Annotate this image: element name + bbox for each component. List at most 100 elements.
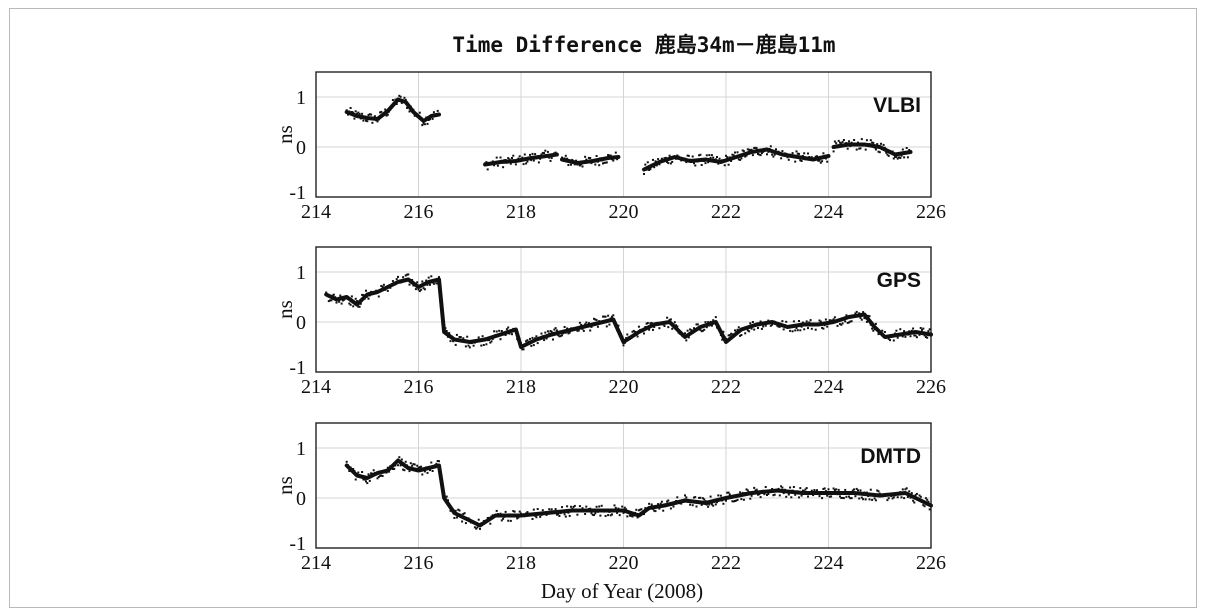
data-point [886, 499, 889, 502]
data-point [828, 319, 831, 322]
data-point [430, 115, 433, 118]
data-point [431, 470, 434, 472]
data-point [740, 334, 743, 336]
data-point [373, 115, 376, 118]
data-point [513, 160, 516, 163]
data-point [605, 161, 608, 164]
data-point [703, 498, 706, 501]
data-point [453, 517, 456, 519]
data-point [792, 486, 795, 488]
data-point [559, 512, 562, 515]
data-point [523, 153, 526, 156]
data-point [714, 503, 717, 506]
data-point [749, 497, 752, 500]
data-point [384, 108, 387, 111]
data-point [516, 517, 519, 520]
data-point [734, 500, 736, 502]
data-point [529, 513, 531, 515]
data-point [810, 489, 813, 492]
data-point [370, 113, 373, 116]
data-point [914, 494, 917, 497]
data-point [450, 335, 453, 338]
data-point [769, 324, 772, 327]
data-point [816, 322, 818, 325]
data-point [696, 160, 699, 163]
data-point [681, 335, 684, 338]
data-point [794, 493, 797, 496]
data-point [901, 148, 904, 151]
data-point [671, 327, 674, 330]
data-point [722, 502, 725, 505]
x-tick-label: 220 [609, 201, 639, 223]
y-axis-label: ns [273, 476, 297, 495]
data-point [885, 336, 888, 339]
data-point [473, 526, 476, 529]
data-point [546, 511, 549, 514]
data-point [867, 495, 870, 497]
data-point [867, 314, 870, 317]
data-point [399, 95, 402, 98]
data-point [591, 160, 594, 163]
data-point [744, 492, 747, 494]
data-point [921, 500, 923, 503]
panel-label: VLBI [873, 94, 921, 117]
data-point [689, 328, 692, 331]
data-point [685, 496, 688, 499]
data-point [745, 154, 748, 157]
data-point [886, 335, 889, 338]
data-point [354, 297, 357, 300]
data-point [713, 499, 716, 502]
data-point [499, 338, 502, 341]
data-point [447, 335, 449, 338]
data-point [452, 340, 455, 343]
data-point [536, 342, 539, 345]
data-point [844, 142, 847, 145]
data-point [741, 491, 744, 494]
data-point [653, 509, 656, 512]
data-point [347, 464, 349, 467]
data-point [874, 499, 877, 502]
data-point [516, 338, 519, 341]
data-point [441, 316, 444, 318]
data-point [377, 118, 380, 121]
data-point [837, 319, 840, 321]
data-point [600, 321, 603, 324]
data-point [590, 162, 593, 165]
data-point [422, 122, 425, 125]
data-point [329, 299, 332, 302]
data-point [816, 489, 818, 492]
data-point [448, 505, 451, 508]
data-point [463, 512, 466, 515]
data-point [753, 486, 756, 489]
data-point [466, 517, 469, 520]
data-point [905, 331, 908, 334]
data-point [526, 511, 529, 514]
data-point [732, 500, 735, 503]
data-point [844, 488, 847, 491]
data-point [877, 333, 880, 336]
data-point [352, 305, 355, 308]
data-point [644, 507, 647, 510]
data-point [698, 496, 701, 499]
data-point [514, 163, 517, 166]
data-point [353, 117, 356, 120]
data-point [798, 496, 800, 499]
data-point [685, 339, 688, 342]
data-point [917, 331, 920, 334]
data-point [850, 497, 853, 500]
data-point [851, 314, 854, 317]
data-point [869, 323, 872, 326]
data-point [443, 328, 446, 331]
data-point [348, 302, 351, 305]
data-point [649, 322, 652, 325]
data-point [504, 334, 507, 336]
data-point [748, 491, 751, 494]
data-point [530, 513, 533, 516]
data-point [776, 151, 779, 154]
data-point [704, 321, 707, 324]
data-point [927, 330, 930, 333]
data-point [408, 283, 411, 286]
data-point [749, 149, 752, 152]
data-point [395, 460, 398, 463]
data-point [470, 521, 472, 524]
